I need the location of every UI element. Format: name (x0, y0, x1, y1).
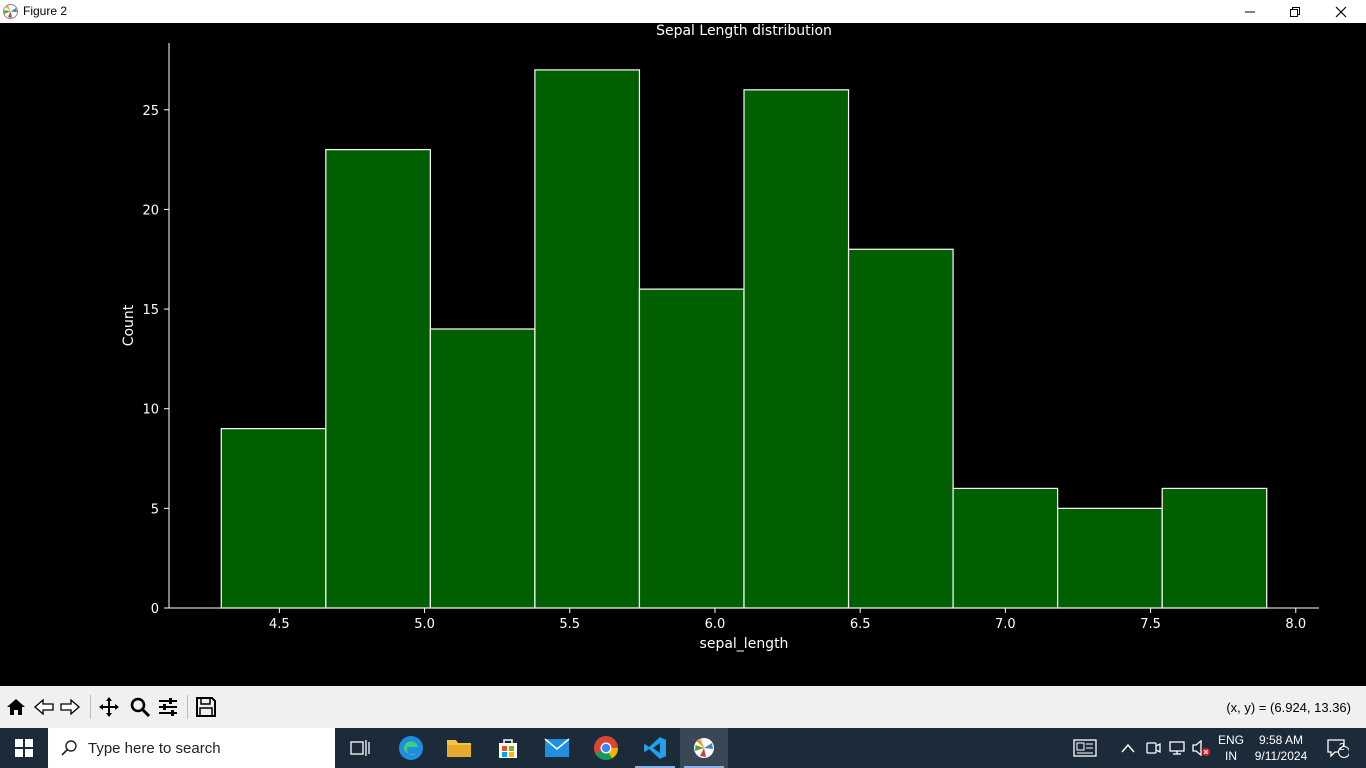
running-indicator (635, 766, 675, 768)
windows-taskbar: Type here to search ENG IN (0, 728, 1366, 768)
mail-icon (544, 738, 570, 757)
x-tick-label: 5.0 (414, 617, 435, 632)
home-button[interactable] (3, 694, 29, 720)
news-icon (1073, 739, 1097, 757)
task-view-button[interactable] (336, 728, 384, 768)
taskbar-edge[interactable] (387, 728, 435, 768)
save-button[interactable] (193, 694, 219, 720)
zoom-icon (130, 697, 151, 718)
edge-browser-icon (399, 736, 423, 760)
tray-meet-now[interactable] (1142, 728, 1164, 768)
pan-button[interactable] (96, 694, 122, 720)
y-tick-label: 20 (142, 203, 159, 218)
tray-show-hidden[interactable] (1118, 728, 1138, 768)
clock[interactable]: 9:58 AM 9/11/2024 (1248, 732, 1314, 764)
task-view-icon (350, 740, 370, 756)
histogram-bar (220, 428, 327, 609)
taskbar-chrome[interactable] (582, 728, 630, 768)
window-title: Figure 2 (23, 4, 68, 18)
minimize-button[interactable] (1227, 0, 1273, 23)
input-language[interactable]: ENG IN (1214, 732, 1248, 764)
histogram-bar (638, 288, 745, 609)
x-tick-label: 6.5 (850, 617, 871, 632)
histogram-bar (325, 149, 431, 609)
pan-icon (99, 697, 119, 717)
histogram-bar (847, 248, 954, 609)
taskbar-file-explorer[interactable] (435, 728, 483, 768)
back-button[interactable] (31, 694, 57, 720)
back-icon (34, 698, 54, 716)
language-code: ENG (1217, 733, 1244, 747)
folder-icon (447, 740, 471, 757)
histogram-bar (1057, 507, 1163, 609)
window-titlebar: Figure 2 (0, 0, 1366, 23)
close-icon (1335, 6, 1347, 17)
tray-volume[interactable] (1189, 728, 1213, 768)
chrome-icon (594, 736, 618, 761)
notification-count: 2 (1339, 742, 1345, 753)
x-tick-label: 7.0 (995, 617, 1016, 632)
save-icon (196, 697, 216, 717)
navigation-toolbar: (x, y) = (6.924, 13.36) (0, 686, 1366, 728)
search-icon (61, 740, 77, 756)
histogram-bar (743, 89, 850, 609)
cursor-coordinates: (x, y) = (6.924, 13.36) (1226, 700, 1351, 715)
forward-button[interactable] (57, 694, 83, 720)
restore-button[interactable] (1272, 0, 1318, 23)
toolbar-separator (187, 695, 188, 719)
y-tick-label: 10 (142, 403, 159, 418)
search-placeholder: Type here to search (88, 740, 221, 757)
action-center-button[interactable]: 2 (1318, 728, 1358, 768)
x-tick-label: 4.5 (269, 617, 290, 632)
taskbar-mail[interactable] (533, 728, 581, 768)
y-tick-label: 0 (151, 602, 159, 617)
tray-news[interactable] (1068, 728, 1102, 768)
toolbar-separator (90, 695, 91, 719)
chevron-up-icon (1121, 743, 1135, 753)
windows-logo-icon (15, 739, 33, 757)
histogram-bar (952, 487, 1059, 609)
meet-now-icon (1146, 742, 1161, 754)
x-tick-label: 6.0 (705, 617, 726, 632)
histogram-bar (534, 69, 641, 609)
taskbar-vscode[interactable] (631, 728, 679, 768)
y-tick-label: 25 (142, 104, 159, 119)
configure-subplots-icon (159, 698, 177, 716)
taskbar-python-figure[interactable] (680, 728, 728, 768)
clock-time: 9:58 AM (1258, 733, 1304, 747)
store-icon (499, 739, 517, 758)
restore-icon (1290, 6, 1300, 17)
histogram-bar (429, 328, 536, 609)
network-icon (1169, 741, 1185, 755)
region-code: IN (1225, 749, 1237, 763)
y-tick-label: 15 (142, 303, 159, 318)
histogram-bar (1161, 487, 1268, 609)
notifications-icon (1327, 739, 1349, 758)
zoom-button[interactable] (127, 694, 153, 720)
x-tick-label: 5.5 (559, 617, 580, 632)
histogram-chart: 4.5 5.0 5.5 6.0 6.5 7.0 7.5 8.0 0 5 10 15 20 25 Sepal … (121, 23, 1319, 652)
close-button[interactable] (1318, 0, 1364, 23)
chart-title: Sepal Length distribution (656, 23, 832, 39)
y-tick-label: 5 (151, 502, 159, 517)
configure-subplots-button[interactable] (155, 694, 181, 720)
matplotlib-app-icon (3, 4, 18, 19)
x-tick-label: 8.0 (1285, 617, 1306, 632)
matplotlib-app-icon (694, 738, 714, 758)
tray-network[interactable] (1166, 728, 1188, 768)
clock-date: 9/11/2024 (1254, 749, 1308, 763)
forward-icon (60, 698, 80, 716)
vscode-icon (644, 737, 666, 759)
volume-muted-icon (1192, 740, 1210, 756)
x-axis-label: sepal_length (700, 636, 789, 652)
figure-canvas[interactable]: 4.5 5.0 5.5 6.0 6.5 7.0 7.5 8.0 0 5 10 15 20 25 Sepal … (0, 23, 1366, 686)
y-axis-label: Count (121, 304, 137, 346)
start-button[interactable] (0, 728, 48, 768)
x-tick-label: 7.5 (1140, 617, 1161, 632)
running-indicator (684, 766, 724, 768)
taskbar-store[interactable] (484, 728, 532, 768)
minimize-icon (1245, 11, 1255, 12)
home-icon (7, 699, 25, 715)
taskbar-search-box[interactable]: Type here to search (48, 728, 335, 768)
